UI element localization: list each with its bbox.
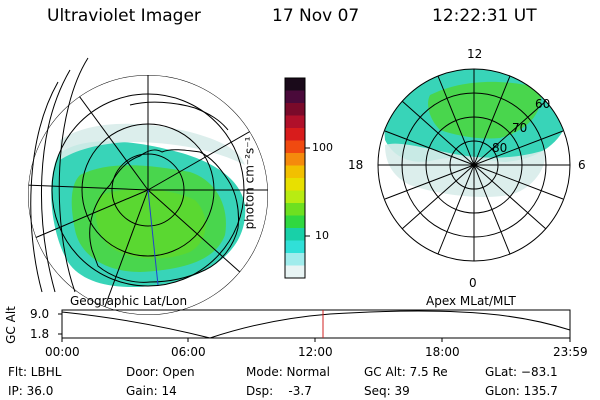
color-bar — [285, 78, 305, 279]
color-bar-segment — [285, 153, 305, 166]
color-bar-segment — [285, 228, 305, 241]
antarctica-outline — [89, 149, 239, 283]
status-gain: Gain: 14 — [126, 384, 177, 398]
status-seq: Seq: 39 — [364, 384, 410, 398]
altitude-curve — [61, 310, 571, 339]
status-door: Door: Open — [126, 365, 195, 379]
color-bar-segment — [285, 115, 305, 129]
status-mode: Mode: Normal — [246, 365, 330, 379]
status-glat: GLat: −83.1 — [485, 365, 558, 379]
time-tick-2359: 23:59 — [553, 345, 588, 359]
status-glon: GLon: 135.7 — [485, 384, 558, 398]
altitude-ytick-1-8: 1.8 — [30, 327, 50, 341]
color-bar-segment — [285, 265, 305, 279]
color-bar-segment — [285, 215, 305, 229]
color-bar-segment — [285, 190, 305, 204]
altitude-ylabel: GC Alt — [3, 306, 18, 344]
color-bar-segment — [285, 240, 305, 254]
status-flt: Flt: LBHL — [8, 365, 62, 379]
color-bar-segment — [285, 140, 305, 154]
geographic-image — [28, 57, 268, 315]
time-tick-0000: 00:00 — [45, 345, 80, 359]
right-panel-caption: Apex MLat/MLT — [426, 294, 516, 308]
color-bar-segment — [285, 90, 305, 104]
color-bar-segment — [285, 178, 305, 191]
time-tick-1200: 12:00 — [298, 345, 333, 359]
altitude-plot — [58, 309, 571, 342]
time-tick-0600: 06:00 — [171, 345, 206, 359]
status-ip: IP: 36.0 — [8, 384, 54, 398]
instrument-title: Ultraviolet Imager — [47, 6, 201, 26]
apex-polar-plot — [377, 68, 571, 262]
color-bar-segment — [285, 203, 305, 216]
mlt-label-6: 6 — [578, 158, 586, 172]
altitude-ytick-9: 9.0 — [30, 307, 50, 321]
color-bar-segment — [285, 128, 305, 141]
status-dsp: Dsp: -3.7 — [246, 384, 312, 398]
colorbar-unit-label: photon cm⁻²s⁻¹ — [242, 136, 257, 230]
color-bar-segment — [285, 253, 305, 266]
mlat-label-80: 80 — [492, 141, 508, 155]
color-bar-segment — [285, 78, 305, 91]
mlt-label-12: 12 — [467, 47, 483, 61]
mlt-label-18: 18 — [348, 158, 364, 172]
mlat-label-60: 60 — [535, 97, 551, 111]
time-label: 12:22:31 UT — [432, 6, 537, 26]
mlat-label-70: 70 — [512, 121, 528, 135]
left-panel-caption: Geographic Lat/Lon — [70, 294, 188, 308]
date-label: 17 Nov 07 — [272, 6, 360, 26]
colorbar-tick-100: 100 — [312, 141, 333, 154]
color-bar-segment — [285, 165, 305, 179]
status-gc-alt: GC Alt: 7.5 Re — [364, 365, 448, 379]
mlt-label-0: 0 — [469, 276, 477, 290]
time-tick-1800: 18:00 — [425, 345, 460, 359]
color-bar-segment — [285, 103, 305, 116]
colorbar-tick-10: 10 — [315, 229, 329, 242]
